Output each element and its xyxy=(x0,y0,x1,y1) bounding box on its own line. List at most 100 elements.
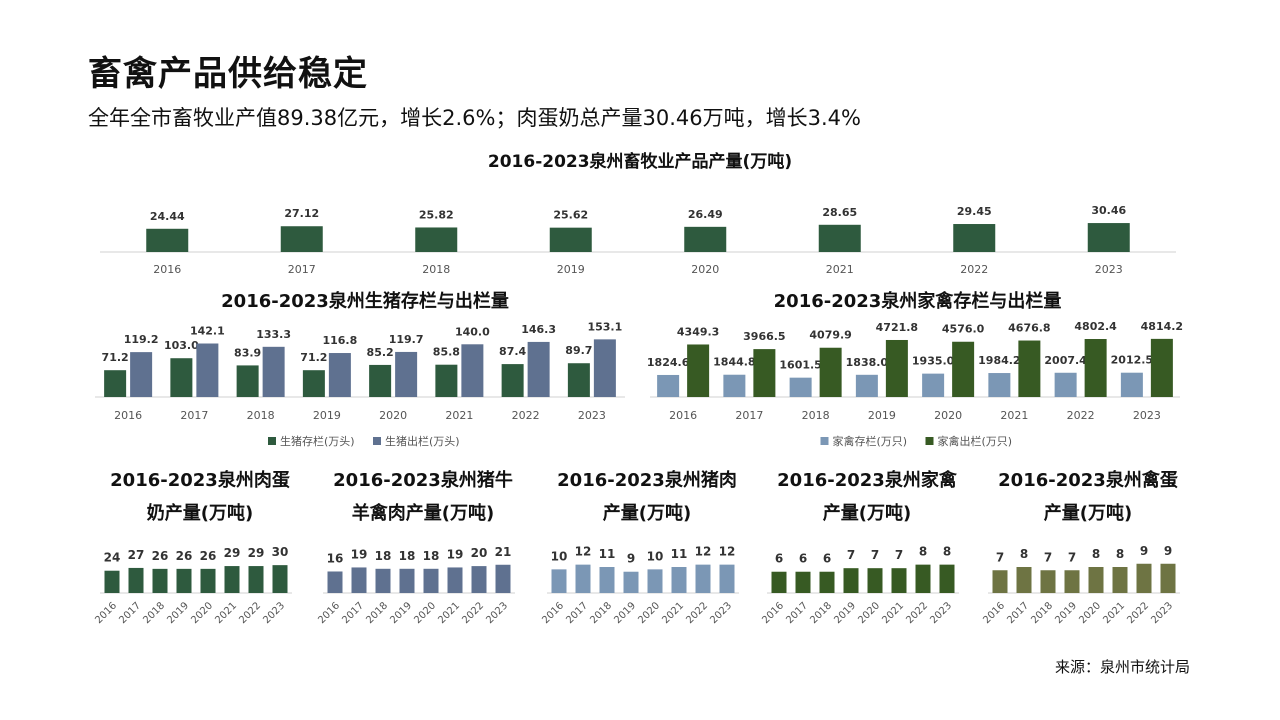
data-label: 12 xyxy=(575,545,592,559)
data-label: 7 xyxy=(996,550,1004,564)
bar xyxy=(447,567,463,593)
data-label: 71.2 xyxy=(300,351,327,364)
bar xyxy=(461,344,484,397)
data-label: 26 xyxy=(176,549,193,563)
tick-label: 2022 xyxy=(960,263,988,276)
data-label: 24.44 xyxy=(150,210,185,223)
tick-label: 2020 xyxy=(856,600,882,626)
data-label: 71.2 xyxy=(102,351,129,364)
data-label: 24 xyxy=(104,551,121,565)
chart-poultry-stock-slaughter: 2016-2023泉州家禽存栏与出栏量 1824.6 4349.3 2016 1844.… xyxy=(647,290,1183,448)
bar xyxy=(1136,563,1152,593)
data-label: 26 xyxy=(200,549,217,563)
tick-label: 2023 xyxy=(578,409,606,422)
bar xyxy=(1087,223,1130,252)
bar xyxy=(104,370,127,397)
bar xyxy=(236,365,259,397)
tick-label: 2023 xyxy=(928,600,954,626)
chart-title: 2016-2023泉州畜牧业产品产量(万吨) xyxy=(488,151,792,172)
data-label: 11 xyxy=(599,547,616,561)
data-label: 7 xyxy=(871,548,879,562)
tick-label: 2018 xyxy=(247,409,275,422)
tick-label: 2020 xyxy=(412,600,438,626)
data-label: 30 xyxy=(272,545,289,559)
tick-label: 2022 xyxy=(460,600,486,626)
legend-label: 家禽出栏(万只) xyxy=(938,434,1013,448)
tick-label: 2018 xyxy=(364,600,390,626)
data-label: 4576.0 xyxy=(942,323,985,336)
bar xyxy=(549,227,592,252)
tick-label: 2019 xyxy=(388,600,414,626)
tick-label: 2017 xyxy=(340,600,366,626)
tick-label: 2021 xyxy=(826,263,854,276)
bar xyxy=(952,341,975,397)
bar xyxy=(575,564,591,593)
bar xyxy=(567,363,590,397)
data-label: 1984.2 xyxy=(978,354,1020,367)
data-label: 29.45 xyxy=(957,205,992,218)
tick-label: 2019 xyxy=(1053,600,1079,626)
source-note: 来源：泉州市统计局 xyxy=(1054,658,1190,676)
tick-label: 2022 xyxy=(1067,409,1095,422)
data-label: 83.9 xyxy=(234,346,261,359)
bar xyxy=(1064,570,1080,593)
data-label: 16 xyxy=(327,551,344,565)
bar xyxy=(687,344,710,397)
data-label: 18 xyxy=(423,549,440,563)
data-label: 26 xyxy=(152,549,169,563)
data-label: 27 xyxy=(128,548,145,562)
tick-label: 2020 xyxy=(691,263,719,276)
chart-title: 产量(万吨) xyxy=(823,502,911,524)
bar xyxy=(415,227,458,252)
tick-label: 2021 xyxy=(660,600,686,626)
chart-title: 产量(万吨) xyxy=(603,502,691,524)
tick-label: 2016 xyxy=(760,600,786,626)
bar xyxy=(1150,338,1173,397)
tick-label: 2020 xyxy=(636,600,662,626)
legend-swatch xyxy=(925,437,934,445)
tick-label: 2016 xyxy=(153,263,181,276)
bar xyxy=(551,569,567,593)
bar xyxy=(1120,372,1143,397)
bar xyxy=(855,374,878,397)
tick-label: 2017 xyxy=(180,409,208,422)
tick-label: 2016 xyxy=(316,600,342,626)
bar xyxy=(891,568,907,593)
tick-label: 2017 xyxy=(735,409,763,422)
data-label: 12 xyxy=(695,545,712,559)
legend-swatch xyxy=(820,437,829,445)
bar xyxy=(623,571,639,593)
bar xyxy=(922,373,945,397)
data-label: 30.46 xyxy=(1091,204,1126,217)
data-label: 1601.5 xyxy=(779,359,821,372)
tick-label: 2021 xyxy=(880,600,906,626)
bar xyxy=(885,339,908,397)
legend-label: 家禽存栏(万只) xyxy=(833,434,908,448)
data-label: 9 xyxy=(1164,544,1172,558)
bar xyxy=(471,566,487,593)
data-label: 89.7 xyxy=(565,344,592,357)
data-label: 103.0 xyxy=(164,339,199,352)
bar xyxy=(272,565,288,593)
tick-label: 2017 xyxy=(117,600,143,626)
data-label: 7 xyxy=(1044,550,1052,564)
bar xyxy=(399,568,415,593)
data-label: 1838.0 xyxy=(846,356,889,369)
data-label: 133.3 xyxy=(256,328,291,341)
tick-label: 2019 xyxy=(868,409,896,422)
chart-total-output: 2016-2023泉州畜牧业产品产量(万吨) 24.44 2016 27.12 2017… xyxy=(100,151,1176,276)
tick-label: 2022 xyxy=(237,600,263,626)
tick-label: 2016 xyxy=(669,409,697,422)
bar xyxy=(1088,567,1104,593)
legend-swatch xyxy=(268,437,276,445)
chart-pig-stock-slaughter: 2016-2023泉州生猪存栏与出栏量 71.2 119.2 2016 103.0142… xyxy=(95,290,625,448)
tick-label: 2017 xyxy=(784,600,810,626)
bar xyxy=(671,567,687,593)
data-label: 21 xyxy=(495,545,512,559)
data-label: 119.2 xyxy=(124,333,159,346)
bar xyxy=(146,228,189,252)
data-label: 28.65 xyxy=(822,206,857,219)
bar xyxy=(1016,567,1032,593)
chart-title: 2016-2023泉州禽蛋 xyxy=(998,469,1178,491)
